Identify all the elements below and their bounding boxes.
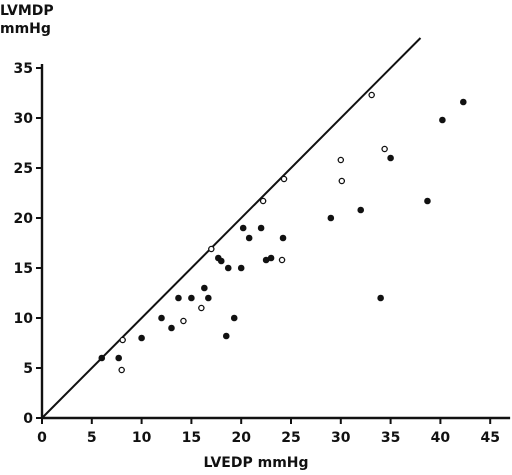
- y-tick-label: 0: [23, 411, 33, 427]
- open-data-point: [118, 366, 125, 374]
- y-tick-label: 15: [14, 261, 33, 277]
- y-tick-label: 35: [14, 61, 33, 77]
- filled-data-point: [424, 197, 431, 205]
- filled-data-point: [175, 294, 182, 302]
- x-tick-label: 20: [231, 430, 251, 446]
- filled-data-point: [460, 98, 467, 106]
- x-axis-label: LVEDP mmHg: [203, 455, 309, 471]
- x-tick-label: 25: [281, 430, 300, 446]
- filled-data-point: [279, 234, 287, 242]
- filled-data-point: [245, 234, 253, 242]
- axes: [40, 64, 511, 420]
- filled-data-point: [237, 264, 245, 272]
- filled-data-point: [158, 314, 165, 322]
- filled-data-point: [327, 214, 335, 222]
- open-data-point: [381, 145, 388, 153]
- y-tick-label: 5: [23, 361, 33, 377]
- open-data-point: [337, 156, 345, 164]
- filled-data-point: [239, 224, 247, 232]
- x-tick-label: 15: [182, 430, 201, 446]
- y-tick-label: 20: [14, 211, 34, 227]
- y-axis-label-line2: mmHg: [0, 21, 51, 37]
- data-points: [98, 91, 467, 374]
- filled-data-point: [138, 334, 145, 342]
- filled-data-point: [230, 314, 238, 322]
- filled-data-point: [222, 332, 230, 340]
- open-data-point: [180, 317, 187, 325]
- y-axis-label: LVMDP mmHg: [0, 2, 54, 38]
- filled-data-point: [257, 224, 265, 232]
- filled-data-point: [357, 206, 365, 214]
- y-tick-label: 10: [14, 311, 34, 327]
- filled-data-point: [387, 154, 394, 162]
- filled-data-point: [262, 256, 270, 264]
- y-tick-label: 30: [14, 111, 34, 127]
- filled-data-point: [168, 324, 175, 332]
- filled-data-point: [267, 254, 275, 262]
- open-data-point: [119, 336, 126, 344]
- x-tick-label: 10: [132, 430, 152, 446]
- x-tick-label: 45: [480, 430, 499, 446]
- y-tick-label: 25: [14, 161, 33, 177]
- filled-data-point: [439, 116, 446, 124]
- identity-line-layer: [41, 37, 422, 419]
- filled-data-point: [201, 284, 208, 292]
- open-data-point: [368, 91, 375, 99]
- filled-data-point: [188, 294, 195, 302]
- filled-data-point: [224, 264, 232, 272]
- filled-data-point: [98, 354, 106, 362]
- open-data-point: [280, 175, 288, 183]
- x-tick-label: 0: [37, 430, 47, 446]
- open-data-point: [338, 177, 346, 185]
- filled-data-point: [115, 354, 122, 362]
- filled-data-point: [217, 257, 225, 265]
- x-tick-label: 40: [431, 430, 451, 446]
- open-data-point: [198, 304, 205, 312]
- identity-line: [41, 37, 422, 419]
- x-tick-label: 5: [87, 430, 97, 446]
- filled-data-point: [377, 294, 384, 302]
- y-axis-label-line1: LVMDP: [0, 3, 54, 19]
- x-tick-label: 35: [381, 430, 400, 446]
- x-tick-label: 30: [331, 430, 351, 446]
- open-data-point: [208, 245, 215, 253]
- tick-marks: 0 5 10 15 20 25 30 35 40 45 0 5 10 15 20 25 30 35: [14, 61, 500, 446]
- open-data-point: [278, 256, 286, 264]
- open-data-point: [259, 197, 267, 205]
- filled-data-point: [205, 294, 212, 302]
